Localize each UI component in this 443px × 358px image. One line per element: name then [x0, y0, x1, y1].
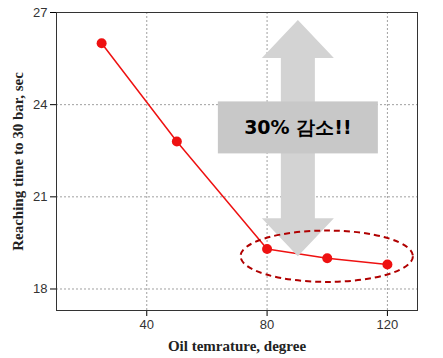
svg-text:Oil temrature, degree: Oil temrature, degree [168, 338, 306, 354]
svg-text:80: 80 [260, 317, 274, 332]
svg-text:24: 24 [33, 97, 47, 112]
svg-text:21: 21 [33, 189, 47, 204]
svg-text:40: 40 [140, 317, 154, 332]
svg-text:18: 18 [33, 281, 47, 296]
svg-text:27: 27 [33, 5, 47, 20]
svg-text:30% 감소!!: 30% 감소!! [244, 116, 351, 138]
svg-text:120: 120 [377, 317, 399, 332]
svg-text:Reaching time to 30 bar, sec: Reaching time to 30 bar, sec [10, 72, 26, 251]
